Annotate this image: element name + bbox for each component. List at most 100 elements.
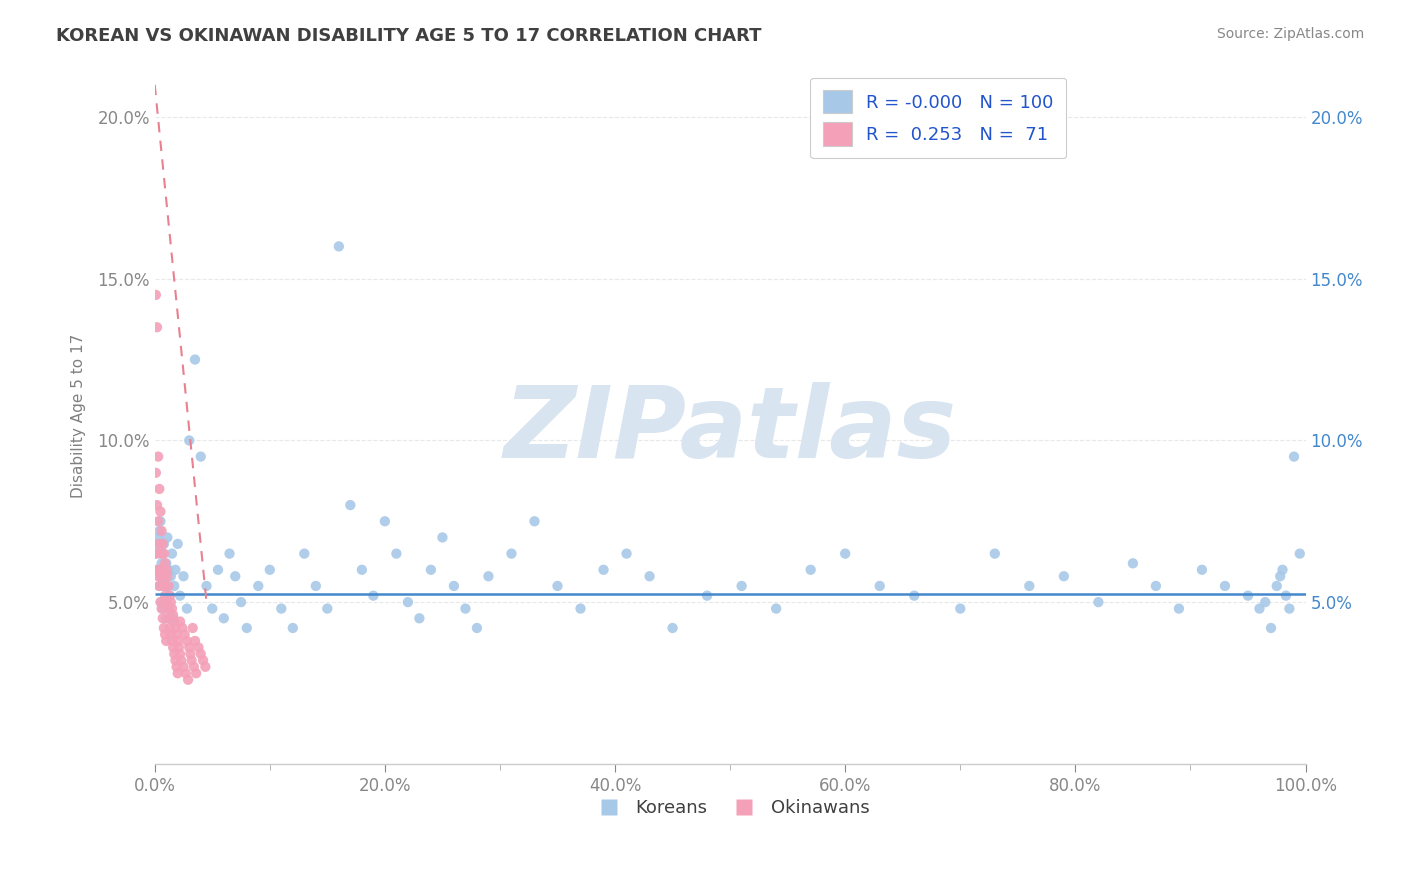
Point: [180, 653, 202, 667]
Point: [148, 579, 170, 593]
Point: [170, 653, 193, 667]
Point: [363, 589, 385, 603]
Point: [984, 547, 1007, 561]
Point: [1053, 569, 1076, 583]
Point: [167, 640, 190, 655]
Point: [443, 579, 465, 593]
Point: [547, 579, 569, 593]
Point: [419, 563, 441, 577]
Point: [159, 595, 181, 609]
Point: [159, 621, 181, 635]
Point: [374, 514, 396, 528]
Point: [477, 569, 499, 583]
Point: [172, 660, 194, 674]
Point: [1275, 589, 1298, 603]
Point: [173, 627, 195, 641]
Point: [155, 634, 177, 648]
Y-axis label: Disability Age 5 to 17: Disability Age 5 to 17: [72, 334, 86, 499]
Point: [1237, 589, 1260, 603]
Point: [146, 531, 169, 545]
Point: [172, 621, 194, 635]
Point: [157, 579, 180, 593]
Point: [155, 563, 177, 577]
Point: [183, 660, 205, 674]
Point: [162, 608, 184, 623]
Point: [218, 547, 240, 561]
Point: [157, 563, 180, 577]
Point: [165, 621, 187, 635]
Point: [1213, 579, 1236, 593]
Point: [174, 666, 197, 681]
Point: [949, 601, 972, 615]
Point: [569, 601, 592, 615]
Point: [259, 563, 281, 577]
Point: [408, 611, 430, 625]
Text: KOREAN VS OKINAWAN DISABILITY AGE 5 TO 17 CORRELATION CHART: KOREAN VS OKINAWAN DISABILITY AGE 5 TO 1…: [56, 27, 762, 45]
Point: [432, 531, 454, 545]
Point: [281, 621, 304, 635]
Point: [834, 547, 856, 561]
Point: [156, 601, 179, 615]
Point: [177, 673, 200, 687]
Point: [638, 569, 661, 583]
Point: [224, 569, 246, 583]
Point: [165, 563, 187, 577]
Point: [179, 434, 201, 448]
Point: [166, 634, 188, 648]
Point: [169, 615, 191, 629]
Point: [1288, 547, 1310, 561]
Point: [159, 569, 181, 583]
Point: [148, 579, 170, 593]
Point: [146, 320, 169, 334]
Point: [184, 634, 207, 648]
Point: [146, 537, 169, 551]
Point: [166, 666, 188, 681]
Point: [207, 563, 229, 577]
Point: [869, 579, 891, 593]
Point: [149, 505, 172, 519]
Point: [145, 547, 167, 561]
Point: [146, 450, 169, 464]
Text: ZIPatlas: ZIPatlas: [503, 382, 956, 479]
Point: [1249, 601, 1271, 615]
Point: [149, 595, 172, 609]
Point: [465, 621, 488, 635]
Point: [328, 239, 350, 253]
Point: [1167, 601, 1189, 615]
Point: [176, 601, 198, 615]
Point: [150, 563, 173, 577]
Point: [150, 595, 173, 609]
Point: [176, 634, 198, 648]
Point: [150, 601, 173, 615]
Point: [184, 352, 207, 367]
Point: [661, 621, 683, 635]
Point: [153, 547, 176, 561]
Point: [195, 579, 218, 593]
Point: [153, 589, 176, 603]
Point: [169, 647, 191, 661]
Point: [696, 589, 718, 603]
Point: [156, 569, 179, 583]
Point: [191, 653, 214, 667]
Point: [190, 647, 212, 661]
Point: [523, 514, 546, 528]
Point: [1270, 569, 1292, 583]
Point: [148, 537, 170, 551]
Point: [1018, 579, 1040, 593]
Point: [148, 482, 170, 496]
Point: [160, 601, 183, 615]
Point: [153, 595, 176, 609]
Point: [160, 547, 183, 561]
Point: [162, 611, 184, 625]
Point: [186, 666, 208, 681]
Point: [157, 601, 180, 615]
Point: [1278, 601, 1301, 615]
Point: [385, 547, 408, 561]
Point: [163, 647, 186, 661]
Point: [149, 569, 172, 583]
Point: [145, 466, 167, 480]
Point: [153, 621, 176, 635]
Point: [146, 498, 169, 512]
Point: [145, 547, 167, 561]
Point: [616, 547, 638, 561]
